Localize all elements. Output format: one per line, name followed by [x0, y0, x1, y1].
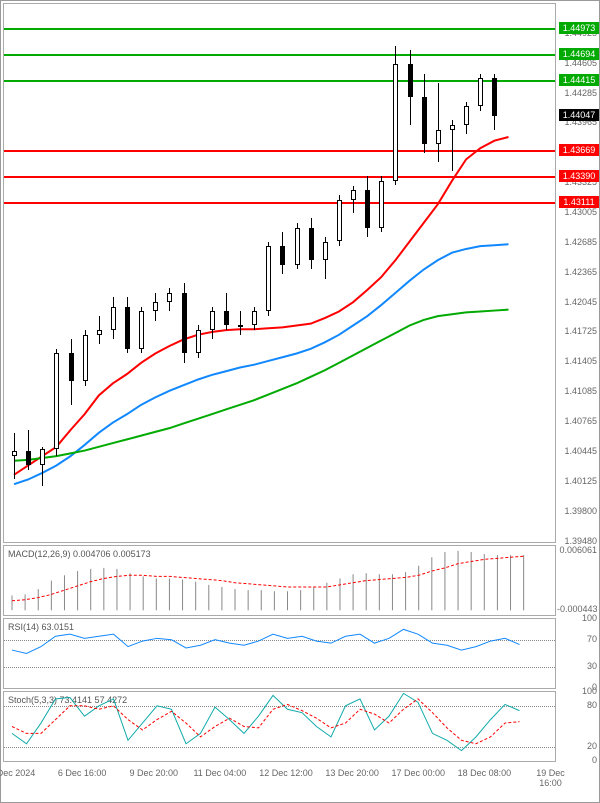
ma-overlay — [4, 4, 555, 542]
macd-yaxis: -0.0004430.006061 — [558, 545, 599, 616]
stoch-yaxis: 01002080 — [558, 691, 599, 762]
stoch-panel[interactable]: Stoch(5,3,3) 73.4141 57.4272 — [3, 691, 556, 762]
main-price-chart[interactable] — [3, 3, 556, 543]
macd-panel[interactable]: MACD(12,26,9) 0.004706 0.005173 — [3, 545, 556, 616]
rsi-yaxis: 01003070 — [558, 618, 599, 689]
main-yaxis: 1.394801.398001.401251.404451.407651.410… — [558, 3, 599, 543]
time-axis: Dec 20246 Dec 16:009 Dec 20:0011 Dec 04:… — [3, 764, 599, 802]
rsi-panel[interactable]: RSI(14) 63.0151 — [3, 618, 556, 689]
